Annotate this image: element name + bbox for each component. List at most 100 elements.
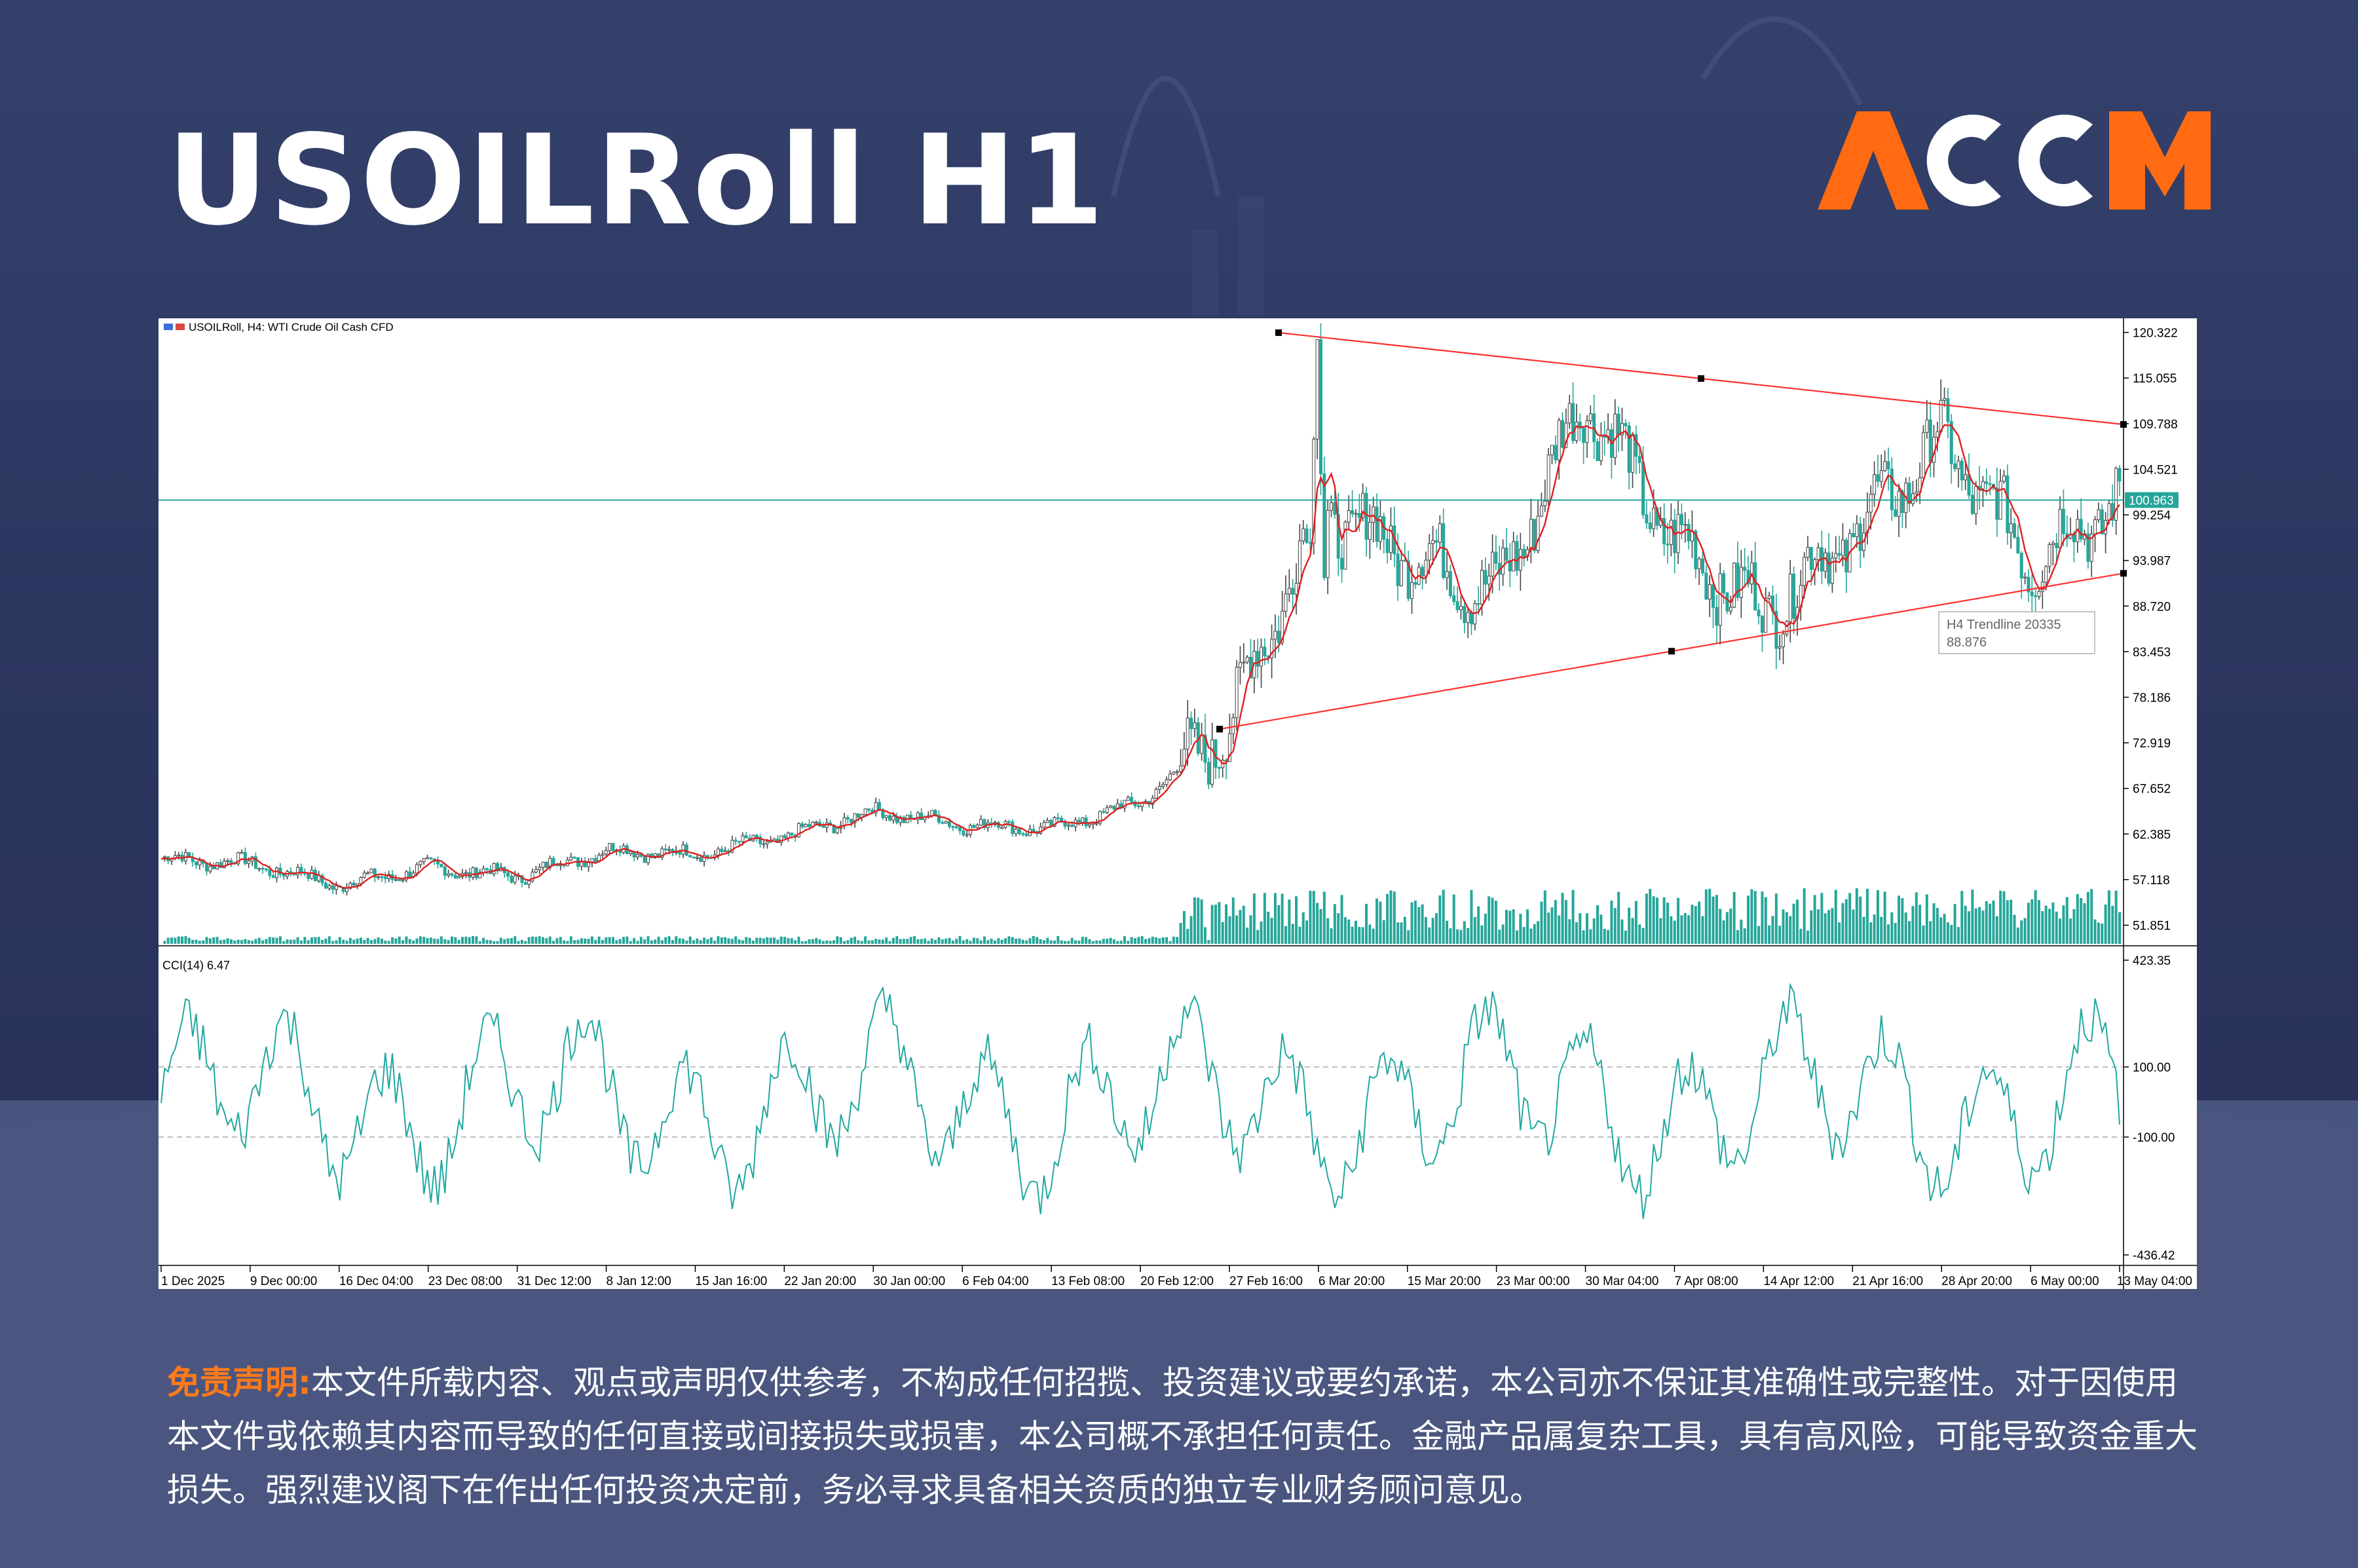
volume-bar bbox=[1112, 939, 1115, 944]
candle-body bbox=[320, 875, 324, 884]
candle-body bbox=[1281, 610, 1284, 643]
chart-panel[interactable]: 100.963 120.322 115.055 109.788 104.521 99.2… bbox=[159, 318, 2197, 1289]
candle-body bbox=[2089, 533, 2093, 562]
volume-bar bbox=[478, 941, 481, 944]
volume-bar bbox=[254, 939, 257, 944]
volume-bar bbox=[888, 941, 891, 944]
candle-body bbox=[2086, 533, 2090, 562]
volume-bar bbox=[657, 937, 660, 944]
candle-body bbox=[1179, 765, 1183, 772]
volume-bar bbox=[1372, 928, 1375, 944]
volume-bar bbox=[163, 941, 166, 944]
volume-bar bbox=[654, 939, 657, 944]
volume-bar bbox=[524, 941, 527, 944]
volume-bar bbox=[1662, 897, 1666, 944]
volume-bar bbox=[860, 941, 863, 944]
candle-body bbox=[1442, 523, 1446, 578]
volume-bar bbox=[226, 938, 229, 944]
volume-bar bbox=[1057, 936, 1060, 944]
volume-bar bbox=[251, 941, 254, 944]
volume-bar bbox=[2083, 903, 2086, 944]
volume-bar bbox=[597, 936, 601, 944]
candle-body bbox=[1743, 567, 1747, 571]
volume-bar bbox=[941, 939, 944, 944]
volume-bar bbox=[1774, 893, 1778, 944]
volume-bar bbox=[797, 937, 800, 944]
volume-bar bbox=[2104, 905, 2107, 944]
volume-bar bbox=[594, 940, 597, 944]
candle-body bbox=[198, 860, 202, 866]
time-tick-label: 1 Dec 2025 bbox=[161, 1275, 225, 1288]
volume-bar bbox=[1434, 913, 1438, 944]
volume-bar bbox=[1413, 900, 1417, 944]
volume-bar bbox=[590, 936, 593, 944]
volume-bar bbox=[363, 940, 366, 944]
trendlines[interactable]: 100.963 bbox=[159, 329, 2179, 733]
volume-bar bbox=[692, 940, 696, 944]
volume-bar bbox=[1729, 908, 1732, 944]
candle-body bbox=[888, 815, 892, 821]
candle-body bbox=[1834, 553, 1838, 559]
volume-bar bbox=[1894, 923, 1897, 944]
candle-body bbox=[2002, 476, 2006, 482]
candle-body bbox=[1624, 422, 1628, 426]
volume-bar bbox=[1007, 936, 1011, 944]
candle-body bbox=[1203, 734, 1207, 763]
volume-bar bbox=[555, 938, 559, 944]
candle-body bbox=[1925, 419, 1929, 433]
volume-bar bbox=[1028, 938, 1032, 944]
candle-body bbox=[856, 813, 860, 818]
volume-bar bbox=[660, 940, 664, 944]
chart-menu-icon[interactable] bbox=[164, 324, 173, 330]
chart-props-icon[interactable] bbox=[176, 324, 185, 330]
volume-bar bbox=[380, 939, 383, 944]
candle-body bbox=[1161, 784, 1165, 787]
volume-bar bbox=[1820, 893, 1824, 944]
trendline-handle bbox=[2120, 570, 2127, 577]
volume-bar bbox=[342, 939, 345, 944]
volume-bar bbox=[212, 937, 215, 944]
candle-body bbox=[471, 867, 475, 878]
volume-bar bbox=[1564, 900, 1567, 944]
volume-bar bbox=[1197, 897, 1200, 944]
volume-bar bbox=[1929, 921, 1932, 944]
price-tick-label: 62.385 bbox=[2133, 828, 2171, 842]
candle-body bbox=[1897, 491, 1901, 517]
volume-bar bbox=[1312, 891, 1315, 944]
volume-bar bbox=[1722, 920, 1725, 944]
volume-bar bbox=[1740, 920, 1743, 944]
candle-body bbox=[639, 853, 643, 857]
candle-body bbox=[1298, 540, 1301, 584]
volume-bar bbox=[1817, 909, 1820, 944]
volume-bar bbox=[2023, 918, 2027, 944]
candle-body bbox=[1529, 519, 1533, 550]
volume-bar bbox=[1620, 919, 1624, 944]
volume-bar bbox=[496, 941, 499, 944]
candle-body bbox=[755, 834, 758, 838]
volume-bar bbox=[205, 937, 208, 944]
volume-bar bbox=[696, 939, 699, 944]
candle-body bbox=[1042, 822, 1046, 828]
candle-body bbox=[1956, 460, 1960, 470]
volume-bar bbox=[1347, 919, 1351, 944]
volume-bar bbox=[1813, 895, 1816, 944]
volume-bar bbox=[485, 940, 489, 944]
ma-line bbox=[160, 424, 2120, 889]
candle-body bbox=[275, 867, 279, 878]
candle-body bbox=[2051, 542, 2055, 546]
volume-bar bbox=[1064, 941, 1066, 944]
volume-bar bbox=[1876, 890, 1879, 944]
candle-body bbox=[1287, 588, 1291, 595]
candle-body bbox=[1694, 531, 1698, 570]
candle-body bbox=[891, 815, 895, 821]
volume-bar bbox=[1228, 916, 1231, 944]
candle-body bbox=[222, 861, 226, 868]
candle-body bbox=[1406, 560, 1410, 599]
volume-bar bbox=[1491, 897, 1494, 944]
candle-body bbox=[783, 835, 787, 838]
candle-body bbox=[1949, 420, 1953, 464]
price-chart[interactable]: 100.963 120.322 115.055 109.788 104.521 99.2… bbox=[159, 318, 2197, 1289]
candle-body bbox=[702, 855, 706, 862]
candle-body bbox=[800, 823, 804, 827]
candle-body bbox=[2110, 503, 2114, 521]
